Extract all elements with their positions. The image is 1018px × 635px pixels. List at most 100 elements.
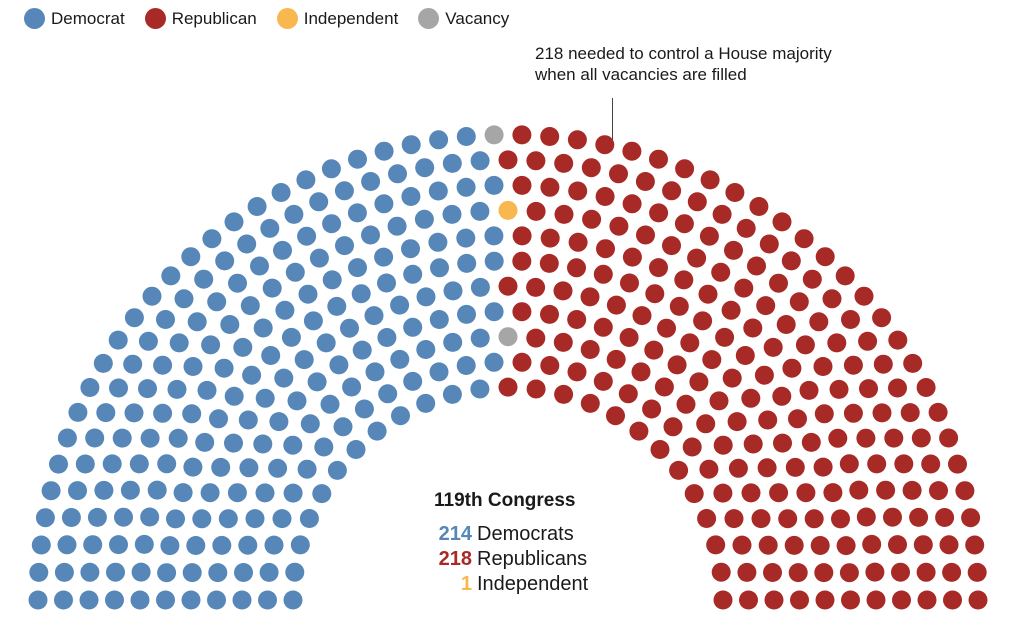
seat-dot — [297, 459, 317, 479]
seat-dot — [696, 414, 716, 434]
republican-swatch-icon — [144, 8, 166, 29]
seat-dot — [173, 483, 193, 503]
seat-dot — [620, 273, 639, 293]
seat-dot — [921, 454, 941, 474]
seat-dot — [667, 355, 687, 375]
seat-dot — [722, 368, 742, 388]
seat-dot — [259, 562, 279, 582]
summary-row-independent: 1 Independent — [434, 572, 588, 597]
seat-dot — [287, 391, 307, 411]
seat-dot — [166, 509, 185, 529]
seat-dot — [442, 153, 462, 173]
seat-dot — [401, 187, 421, 206]
democrat-count: 214 — [438, 523, 472, 545]
seat-dot — [281, 327, 301, 347]
seat-dot — [567, 258, 586, 278]
seat-dot — [108, 330, 128, 350]
seat-dot — [329, 355, 349, 375]
seat-dot — [80, 378, 100, 397]
seat-dot — [609, 216, 629, 236]
seat-dot — [169, 333, 189, 353]
seat-dot — [632, 306, 652, 326]
seat-dot — [728, 458, 748, 478]
seat-dot — [788, 409, 807, 429]
seat-dot — [828, 428, 848, 448]
seat-dot — [224, 433, 243, 453]
seat-dot — [822, 289, 842, 309]
seat-dot — [540, 228, 560, 248]
seat-dot — [456, 127, 476, 146]
legend: Democrat Republican Independent Vacancy — [24, 8, 529, 29]
seat-dot — [109, 378, 128, 398]
seat-dot — [835, 266, 855, 286]
seat-dot — [457, 253, 477, 273]
seat-dot — [595, 187, 615, 206]
seat-dot — [346, 440, 366, 459]
seat-dot — [689, 372, 709, 392]
seat-dot — [814, 563, 834, 583]
seat-dot — [526, 201, 546, 221]
seat-dot — [888, 378, 907, 398]
seat-dot — [580, 287, 600, 307]
seat-dot — [654, 377, 674, 397]
seat-dot — [253, 318, 273, 338]
seat-dot — [57, 428, 77, 448]
seat-dot — [943, 590, 962, 610]
seat-dot — [105, 590, 124, 610]
seat-dot — [129, 454, 149, 474]
seat-dot — [207, 292, 227, 312]
seat-dot — [212, 535, 232, 555]
seat-dot — [390, 349, 410, 369]
seat-dot — [916, 562, 936, 582]
seat-dot — [134, 534, 154, 554]
democrat-swatch-icon — [24, 8, 45, 29]
seat-dot — [348, 258, 367, 278]
seat-dot — [649, 258, 668, 278]
seat-dot — [68, 402, 88, 422]
seat-dot — [354, 399, 374, 419]
seat-dot — [713, 590, 733, 610]
seat-dot — [567, 362, 587, 382]
seat-dot — [334, 181, 354, 201]
seat-dot — [298, 284, 318, 304]
seat-dot — [140, 428, 160, 448]
seat-dot — [965, 535, 985, 555]
seat-dot — [636, 225, 655, 245]
seat-dot — [841, 590, 860, 610]
seat-dot — [416, 393, 436, 413]
seat-dot — [674, 270, 694, 290]
seat-dot — [403, 371, 423, 391]
seat-dot — [955, 481, 975, 501]
seat-dot — [114, 507, 133, 527]
seat-dot — [553, 281, 573, 301]
summary-box: 119th Congress 214 Democrats 218 Republica… — [434, 490, 588, 597]
seat-dot — [237, 234, 257, 254]
seat-dot — [784, 535, 804, 555]
seat-dot — [650, 440, 670, 459]
seat-dot — [192, 509, 212, 529]
seat-dot — [120, 480, 140, 500]
seat-dot — [743, 434, 763, 454]
seat-dot — [255, 483, 275, 503]
seat-dot — [699, 459, 719, 479]
seat-dot — [138, 379, 157, 399]
seat-dot — [763, 563, 782, 582]
seat-dot — [939, 428, 959, 448]
seat-dot — [606, 406, 625, 426]
seat-dot — [596, 239, 615, 259]
seat-dot — [470, 201, 490, 221]
seat-dot — [796, 483, 816, 503]
seat-dot — [93, 353, 113, 373]
seat-dot — [79, 590, 99, 610]
seat-dot — [123, 354, 143, 374]
seat-dot — [693, 311, 713, 331]
seat-dot — [582, 209, 602, 229]
seat-dot — [416, 340, 436, 359]
seat-dot — [580, 393, 600, 413]
seat-dot — [297, 226, 317, 246]
seat-dot — [618, 384, 638, 404]
seat-dot — [283, 435, 303, 455]
seat-dot — [415, 158, 435, 178]
seat-dot — [849, 480, 869, 500]
seat-dot — [942, 562, 962, 582]
